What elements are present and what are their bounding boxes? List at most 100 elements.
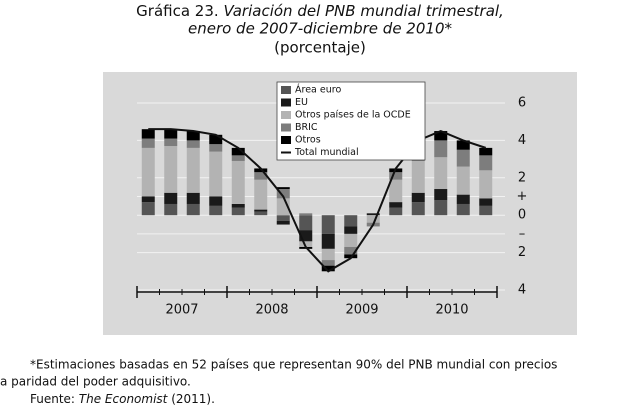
bar-segment	[254, 179, 268, 210]
bar-segment	[186, 147, 200, 193]
bar-segment	[456, 166, 470, 195]
legend-label: Área euro	[295, 84, 341, 96]
bar-segment	[186, 192, 200, 204]
bar-segment	[479, 147, 493, 156]
title-line2: enero de 2007-diciembre de 2010*	[188, 20, 453, 38]
bar-segment	[434, 140, 448, 158]
bar-segment	[389, 202, 403, 208]
bar-segment	[321, 215, 335, 234]
bar-segment	[276, 215, 290, 221]
legend-swatch	[281, 123, 291, 132]
bar-segment	[344, 254, 358, 259]
legend-swatch	[281, 86, 291, 94]
bar-segment	[186, 140, 200, 148]
bar-segment	[366, 215, 380, 223]
bar-segment	[164, 192, 178, 204]
legend-swatch	[281, 98, 291, 107]
bar-segment	[186, 131, 200, 141]
x-group-label: 2007	[165, 303, 198, 318]
bar-segment	[344, 233, 358, 247]
bar-segment	[231, 160, 245, 204]
bar-segment	[231, 203, 245, 208]
bar-segment	[434, 200, 448, 216]
footnote: a paridad del poder adquisitivo.	[0, 375, 191, 389]
legend-swatch	[281, 111, 291, 119]
bar-segment	[276, 220, 290, 225]
bar-segment	[389, 179, 403, 203]
bar-segment	[164, 146, 178, 193]
y-tick-label: –	[519, 226, 526, 241]
bar-segment	[141, 202, 155, 216]
bar-segment	[479, 205, 493, 216]
y-tick-label: 2	[518, 245, 526, 260]
bar-segment	[209, 196, 223, 206]
x-group-label: 2008	[255, 303, 288, 318]
y-tick-label: 6	[518, 96, 526, 111]
bar-segment	[321, 248, 335, 261]
bar-segment	[254, 172, 268, 180]
bar-segment	[479, 155, 493, 171]
source-year: (2011).	[167, 392, 215, 406]
bar-segment	[366, 213, 380, 216]
subtitle: (porcentaje)	[274, 39, 366, 57]
bar-segment	[344, 226, 358, 234]
bar-segment	[321, 260, 335, 266]
bar-segment	[434, 131, 448, 141]
bar-segment	[254, 168, 268, 173]
bar-segment	[321, 265, 335, 272]
bar-segment	[299, 230, 313, 242]
y-tick-label: 0	[518, 208, 526, 223]
bar-segment	[164, 138, 178, 147]
total-line	[148, 128, 487, 273]
legend-swatch	[281, 136, 291, 144]
bar-segment	[141, 138, 155, 148]
bar-segment	[456, 140, 470, 150]
bar-segment	[456, 203, 470, 216]
bar-segment	[344, 215, 358, 227]
bar-segment	[411, 160, 425, 193]
source: Fuente: The Economist (2011).	[30, 392, 215, 406]
y-tick-label: 2	[518, 170, 526, 185]
x-group-label: 2009	[345, 303, 378, 318]
bar-segment	[254, 209, 268, 212]
title: Variación del PNB mundial trimestral,	[223, 2, 503, 20]
bar-segment	[434, 189, 448, 201]
legend-label: Otros	[295, 135, 321, 146]
bar-segment	[209, 205, 223, 216]
bar-segment	[209, 144, 223, 152]
bar-segment	[209, 151, 223, 197]
legend-label: EU	[295, 97, 308, 108]
legend-label: BRIC	[295, 122, 318, 133]
bar-segment	[321, 233, 335, 249]
bar-segment	[389, 207, 403, 216]
bar-segment	[209, 134, 223, 145]
legend-box	[276, 81, 426, 161]
bar-segment	[276, 187, 290, 190]
bar-segment	[141, 129, 155, 139]
bar-segment	[254, 211, 268, 216]
bar-segment	[276, 189, 290, 199]
legend-label: Total mundial	[294, 147, 359, 158]
bar-segment	[479, 170, 493, 199]
bar-segment	[141, 147, 155, 197]
bar-segment	[411, 192, 425, 203]
bar-segment	[141, 196, 155, 203]
bar-segment	[164, 129, 178, 139]
bar-segment	[456, 194, 470, 204]
bar-segment	[434, 157, 448, 190]
x-group-label: 2010	[435, 303, 468, 318]
bar-segment	[231, 155, 245, 161]
bar-segment	[344, 246, 358, 255]
bar-segment	[411, 202, 425, 216]
source-label: Fuente:	[30, 392, 79, 406]
bar-segment	[231, 207, 245, 216]
title-line1: Gráfica 23. Variación del PNB mundial tr…	[136, 2, 504, 20]
bar-segment	[456, 149, 470, 167]
y-tick-label: 4	[518, 283, 526, 298]
y-tick-label: +	[517, 189, 528, 204]
bar-segment	[299, 241, 313, 247]
bar-segment	[299, 215, 313, 231]
legend-label: Otros países de la OCDE	[295, 110, 411, 121]
